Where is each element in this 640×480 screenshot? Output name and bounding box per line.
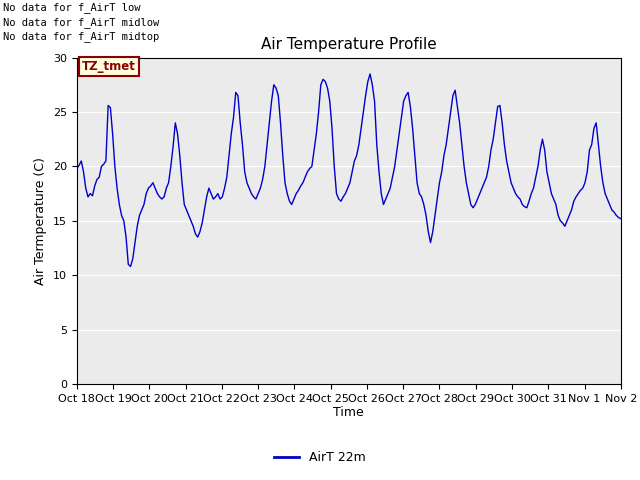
Text: No data for f_AirT low: No data for f_AirT low bbox=[3, 2, 141, 13]
Text: No data for f_AirT midlow: No data for f_AirT midlow bbox=[3, 17, 159, 28]
Text: No data for f_AirT midtop: No data for f_AirT midtop bbox=[3, 31, 159, 42]
Text: TZ_tmet: TZ_tmet bbox=[83, 60, 136, 73]
Title: Air Temperature Profile: Air Temperature Profile bbox=[261, 37, 436, 52]
Legend: AirT 22m: AirT 22m bbox=[269, 446, 371, 469]
X-axis label: Time: Time bbox=[333, 407, 364, 420]
Y-axis label: Air Termperature (C): Air Termperature (C) bbox=[35, 157, 47, 285]
